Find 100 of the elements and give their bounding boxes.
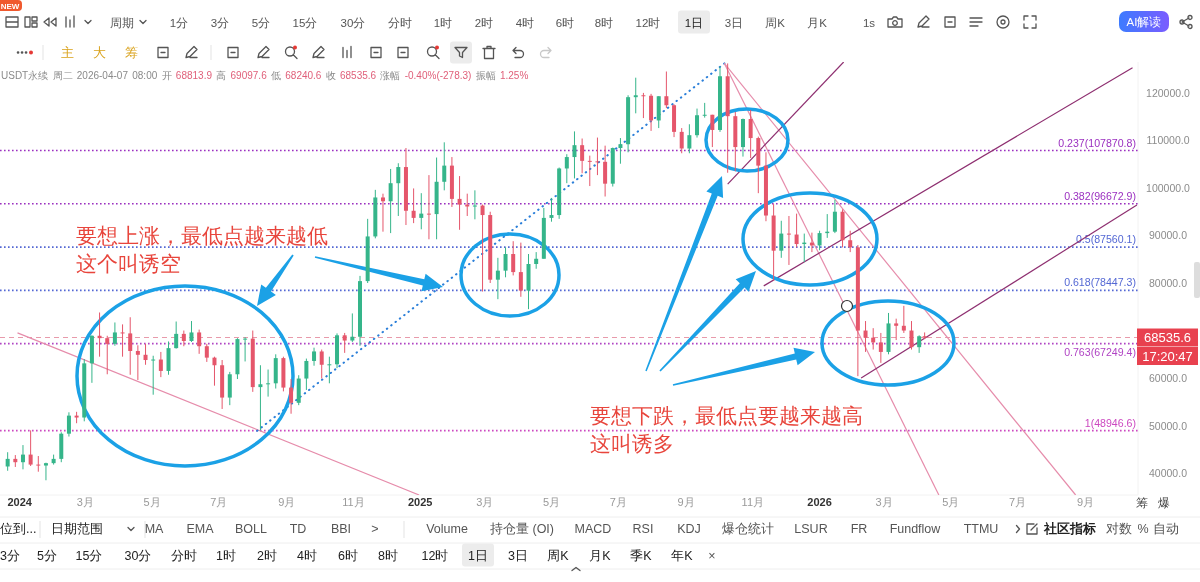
annotation: 这个叫诱空 [76, 252, 181, 275]
text: 1时 [216, 548, 236, 563]
text: 8时 [378, 548, 398, 563]
text: 3日 [508, 548, 528, 563]
text: 日期范围 [51, 522, 103, 536]
ref-line-label: 0.237(107870.8) [1058, 136, 1136, 149]
text: % [1137, 522, 1149, 536]
text: 30分 [340, 16, 366, 29]
text: 社区指标 [1043, 521, 1096, 536]
ref-line-label: 0.763(67249.4) [1064, 345, 1136, 358]
x-tick-label: 7月 [609, 496, 627, 508]
text: 15分 [292, 16, 318, 29]
text: 季K [630, 548, 653, 563]
text: 1日 [468, 548, 488, 563]
text: LSUR [794, 522, 828, 536]
text: TTMU [963, 522, 999, 536]
y-tick-label: 40000.0 [1149, 467, 1188, 480]
x-tick-label: 2026 [807, 496, 832, 508]
text: 分时 [171, 548, 197, 563]
text: 对数 [1106, 522, 1132, 536]
text: MACD [574, 522, 612, 536]
x-tick-label: 11月 [741, 496, 765, 508]
text: 位到... [0, 522, 37, 536]
text: 1日 [684, 16, 704, 29]
x-tick-label: 9月 [677, 496, 695, 508]
x-tick-label: 2024 [7, 496, 33, 508]
text: BOLL [235, 522, 268, 536]
text: 30分 [124, 548, 152, 563]
y-tick-label: 90000.0 [1149, 229, 1188, 242]
text: 5分 [37, 548, 57, 563]
text: 4时 [297, 548, 317, 563]
text: AI解读 [1126, 16, 1162, 28]
x-tick-label: 2025 [407, 496, 433, 508]
text: > [371, 522, 379, 536]
annotation: 要想上涨，最低点越来越低 [76, 224, 328, 247]
x-tick-label: 5月 [542, 496, 561, 508]
text: 2时 [257, 548, 277, 563]
x-tick-label: 3月 [76, 496, 94, 508]
annotation: 要想下跌，最低点要越来越高 [590, 404, 863, 427]
text: 5分 [251, 16, 271, 29]
y-tick-label: 80000.0 [1149, 277, 1188, 290]
y-tick-label: 50000.0 [1149, 419, 1188, 432]
text: 筹 [124, 45, 138, 60]
text: Volume [426, 522, 468, 536]
x-tick-label: 9月 [278, 496, 296, 508]
text: 1分 [169, 16, 189, 29]
text: 主 [60, 45, 74, 60]
ref-line-label: 1(48946.6) [1084, 416, 1136, 429]
y-tick-label: 120000.0 [1146, 86, 1191, 99]
text: FR [850, 522, 868, 536]
annotation: 这叫诱多 [590, 432, 674, 455]
x-tick-label: 9月 [1076, 496, 1095, 508]
text: 年K [671, 548, 694, 563]
text: Fundflow [889, 522, 942, 536]
text: 周K [765, 16, 786, 29]
x-tick-label: 5月 [942, 496, 960, 508]
text: 3分 [0, 548, 20, 563]
text: 1s [862, 16, 876, 29]
y-tick-label: 60000.0 [1149, 372, 1188, 385]
y-tick-label: 110000.0 [1146, 134, 1190, 147]
text: 3分 [210, 16, 230, 29]
text: MA [144, 522, 165, 536]
text: 6时 [555, 16, 575, 29]
text: 月K [589, 548, 612, 563]
x-tick-label: 11月 [342, 496, 365, 508]
text: 1时 [433, 16, 453, 29]
text: 爆仓统计 [722, 522, 774, 536]
text: 4时 [515, 16, 535, 29]
text: 爆 [1158, 496, 1170, 510]
ref-line-label: 0.382(96672.9) [1064, 189, 1136, 202]
x-tick-label: 3月 [875, 496, 893, 508]
text: 12时 [635, 16, 661, 29]
text: 分时 [388, 16, 412, 29]
text: 月K [807, 16, 828, 29]
text: 筹 [1136, 496, 1148, 510]
x-tick-label: 7月 [1009, 496, 1027, 508]
text: 15分 [75, 548, 103, 563]
text: 6时 [338, 548, 358, 563]
text: 8时 [594, 16, 614, 29]
text: 17:20:47 [1142, 348, 1193, 364]
ref-line-label: 0.618(78447.3) [1064, 276, 1136, 289]
text: RSI [632, 522, 654, 536]
text: 12时 [421, 548, 449, 563]
text: 周K [547, 548, 570, 563]
chart-title: USDT永续 周二 2026-04-07 08:00 开 68813.9 高 69097.6 低 68240.6 收 68535.6 涨幅 -0.40%(-278.3) 振幅 1.25% [1, 69, 529, 81]
text: 自动 [1153, 522, 1179, 536]
x-tick-label: 5月 [143, 496, 161, 508]
text: EMA [186, 522, 215, 536]
x-tick-label: 7月 [210, 496, 228, 508]
text: BBI [330, 522, 352, 536]
text: TD [289, 522, 307, 536]
ref-line-label: 68535.6 [1144, 330, 1191, 346]
text: KDJ [677, 522, 701, 536]
text: 3日 [724, 16, 744, 29]
text: 2时 [474, 16, 494, 29]
x-tick-label: 3月 [476, 496, 494, 508]
text: × [708, 548, 716, 563]
text: 周期 [110, 16, 134, 29]
text: 大 [92, 45, 106, 60]
text: 持仓量 (OI) [490, 522, 554, 536]
